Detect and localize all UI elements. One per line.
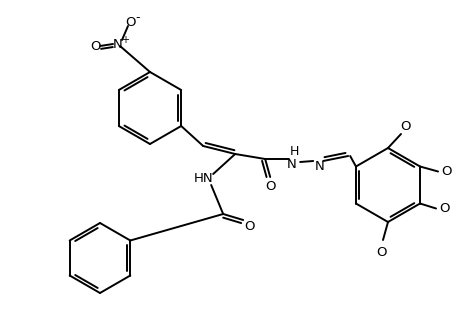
Text: HN: HN	[193, 173, 213, 186]
Text: O: O	[125, 16, 135, 28]
Text: N: N	[314, 159, 324, 173]
Text: N: N	[113, 37, 123, 51]
Text: -: -	[136, 12, 140, 25]
Text: +: +	[121, 35, 129, 45]
Text: O: O	[439, 202, 449, 215]
Text: O: O	[400, 119, 410, 133]
Text: O: O	[376, 246, 386, 259]
Text: O: O	[441, 165, 452, 178]
Text: O: O	[265, 179, 275, 193]
Text: O: O	[244, 220, 254, 232]
Text: N: N	[286, 158, 296, 170]
Text: O: O	[90, 40, 100, 52]
Text: H: H	[290, 145, 299, 158]
